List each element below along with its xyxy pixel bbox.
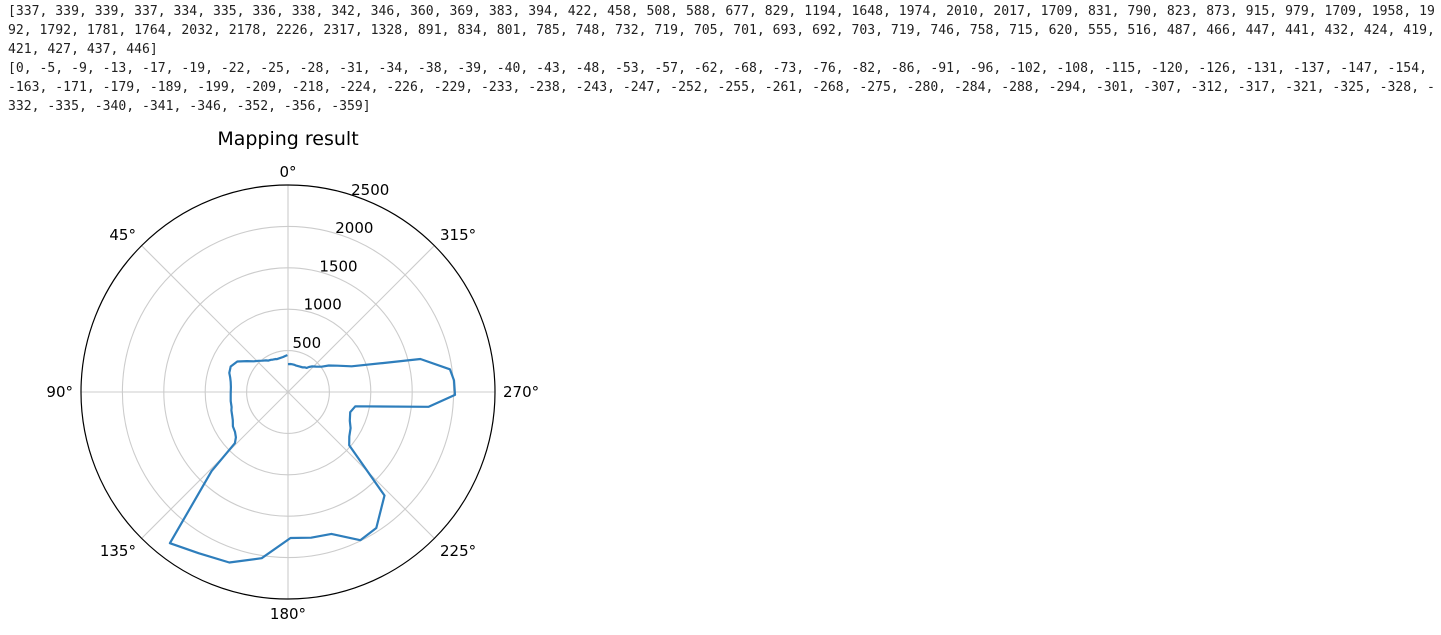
theta-tick-label-2: 90° xyxy=(46,383,73,401)
printed-angle-list: [0, -5, -9, -13, -17, -19, -22, -25, -28… xyxy=(8,61,1435,114)
r-tick-label-4: 2500 xyxy=(351,181,389,199)
r-tick-label-0: 500 xyxy=(293,334,322,352)
theta-tick-label-4: 180° xyxy=(270,605,306,623)
theta-gridline-3 xyxy=(141,391,289,539)
theta-tick-label-0: 0° xyxy=(279,163,296,181)
theta-gridline-7 xyxy=(287,245,435,393)
theta-tick-label-7: 315° xyxy=(440,226,476,244)
printed-output: [337, 339, 339, 337, 334, 335, 336, 338,… xyxy=(8,2,1436,116)
theta-gridline-5 xyxy=(287,391,435,539)
theta-tick-labels: 0° 45° 90° 135° 180° 225° 270° 315° xyxy=(46,163,539,623)
theta-gridline-1 xyxy=(141,245,289,393)
theta-tick-label-1: 45° xyxy=(109,226,136,244)
series-line-0 xyxy=(168,354,457,564)
r-tick-label-3: 2000 xyxy=(335,219,373,237)
theta-tick-label-5: 225° xyxy=(440,542,476,560)
polar-frame xyxy=(80,184,496,600)
theta-tick-label-3: 135° xyxy=(100,542,136,560)
theta-tick-label-6: 270° xyxy=(503,383,539,401)
angular-gridlines xyxy=(81,185,495,599)
mapping-series xyxy=(168,354,457,564)
r-tick-label-2: 1500 xyxy=(319,257,357,275)
radial-tick-labels: 500 1000 1500 2000 2500 xyxy=(293,181,390,352)
polar-chart: Mapping result 0° 45° 90° 135° 180° 225° 270° 3… xyxy=(46,128,539,623)
chart-title: Mapping result xyxy=(217,128,358,150)
printed-radius-list: [337, 339, 339, 337, 334, 335, 336, 338,… xyxy=(8,4,1435,57)
r-tick-label-1: 1000 xyxy=(304,296,342,314)
